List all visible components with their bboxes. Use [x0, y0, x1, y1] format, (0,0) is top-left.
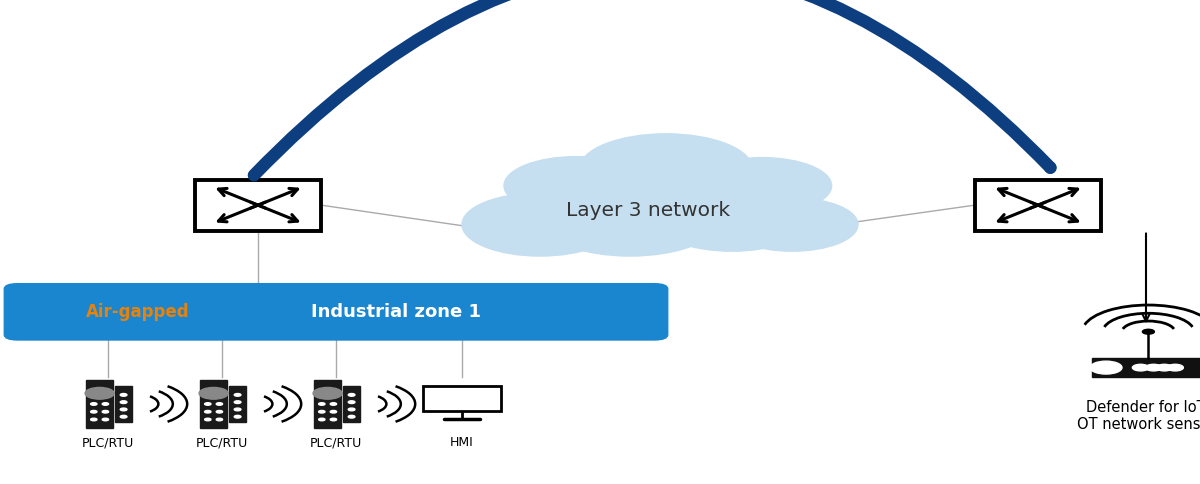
Text: Air-gapped: Air-gapped	[86, 302, 190, 321]
Circle shape	[319, 410, 325, 413]
Circle shape	[1142, 330, 1154, 334]
Circle shape	[234, 408, 241, 411]
Circle shape	[1166, 364, 1183, 371]
Circle shape	[102, 410, 108, 413]
Circle shape	[348, 401, 355, 404]
Bar	[1092, 359, 1200, 377]
Circle shape	[654, 189, 810, 252]
Circle shape	[319, 418, 325, 421]
Circle shape	[216, 403, 222, 406]
Circle shape	[1090, 362, 1122, 374]
Circle shape	[348, 393, 355, 396]
Circle shape	[348, 408, 355, 411]
Circle shape	[330, 418, 336, 421]
Text: PLC/RTU: PLC/RTU	[196, 436, 248, 448]
Bar	[200, 380, 227, 428]
Circle shape	[313, 388, 342, 399]
Circle shape	[91, 418, 97, 421]
Circle shape	[216, 410, 222, 413]
Circle shape	[216, 418, 222, 421]
Circle shape	[1133, 364, 1148, 371]
Bar	[424, 386, 502, 411]
Circle shape	[120, 393, 127, 396]
Text: PLC/RTU: PLC/RTU	[82, 436, 134, 448]
Circle shape	[91, 410, 97, 413]
Bar	[343, 386, 360, 422]
Circle shape	[1145, 364, 1162, 371]
Bar	[229, 386, 246, 422]
Circle shape	[726, 198, 858, 252]
Text: Layer 3 network: Layer 3 network	[566, 201, 730, 220]
Text: Industrial zone 1: Industrial zone 1	[311, 302, 481, 321]
Circle shape	[199, 388, 228, 399]
Circle shape	[120, 408, 127, 411]
Circle shape	[580, 135, 752, 204]
Text: PLC/RTU: PLC/RTU	[310, 436, 362, 448]
Bar	[194, 181, 322, 231]
Circle shape	[205, 410, 211, 413]
Circle shape	[540, 184, 720, 257]
Circle shape	[1156, 364, 1172, 371]
Circle shape	[504, 157, 648, 215]
Circle shape	[102, 403, 108, 406]
Bar	[314, 380, 341, 428]
Circle shape	[692, 158, 832, 214]
Text: Defender for IoT: Defender for IoT	[1086, 399, 1200, 414]
Circle shape	[205, 418, 211, 421]
Circle shape	[120, 415, 127, 418]
Circle shape	[462, 194, 618, 257]
Circle shape	[348, 415, 355, 418]
FancyArrowPatch shape	[254, 0, 1050, 176]
Text: HMI: HMI	[450, 436, 474, 448]
Circle shape	[234, 401, 241, 404]
FancyBboxPatch shape	[4, 284, 668, 341]
Circle shape	[330, 410, 336, 413]
Circle shape	[234, 393, 241, 396]
Circle shape	[330, 403, 336, 406]
Bar	[115, 386, 132, 422]
Circle shape	[91, 403, 97, 406]
Bar	[974, 181, 1102, 231]
Circle shape	[120, 401, 127, 404]
Text: OT network sensor: OT network sensor	[1076, 416, 1200, 431]
Circle shape	[234, 415, 241, 418]
Circle shape	[85, 388, 114, 399]
Circle shape	[319, 403, 325, 406]
Bar	[86, 380, 113, 428]
Circle shape	[102, 418, 108, 421]
Circle shape	[205, 403, 211, 406]
